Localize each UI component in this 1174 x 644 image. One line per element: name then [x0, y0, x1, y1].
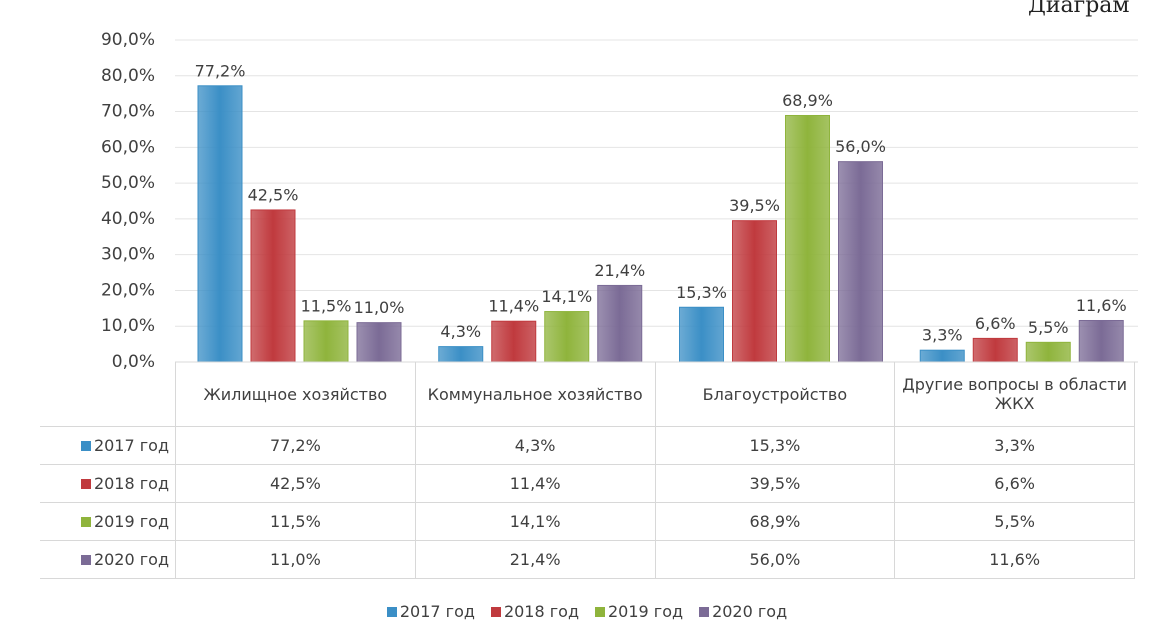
table-value: 56,0%: [654, 540, 896, 579]
bar: [1025, 341, 1071, 363]
category-label: Благоустройство: [654, 362, 896, 427]
bar: [438, 346, 484, 363]
legend-marker: [80, 517, 91, 527]
bar: [972, 337, 1018, 363]
table-legend: 2017 год: [40, 426, 176, 465]
data-label: 6,6%: [975, 314, 1016, 333]
bar: [838, 161, 883, 363]
y-tick-label: 80,0%: [101, 66, 155, 86]
data-label: 56,0%: [835, 137, 886, 156]
y-tick-label: 30,0%: [101, 245, 155, 265]
legend-marker: [595, 607, 605, 617]
category-label: Коммунальное хозяйство: [414, 362, 656, 427]
y-tick-label: 40,0%: [101, 209, 155, 229]
legend-marker: [80, 441, 91, 451]
table-row: 2020 год 11,0% 21,4% 56,0% 11,6%: [40, 540, 1135, 579]
data-label: 11,6%: [1076, 296, 1127, 315]
legend-label: 2019 год: [608, 602, 684, 621]
table-value: 3,3%: [894, 426, 1135, 465]
data-label: 77,2%: [195, 61, 246, 80]
data-label: 14,1%: [541, 287, 592, 306]
bar: [356, 322, 402, 363]
data-label: 3,3%: [922, 326, 963, 345]
legend: 2017 год 2018 год 2019 год 2020 год: [0, 602, 1174, 621]
table-value: 39,5%: [654, 464, 896, 503]
legend-marker: [80, 479, 91, 489]
category-label: Другие вопросы в области ЖКХ: [894, 362, 1135, 427]
data-label: 68,9%: [782, 91, 833, 110]
table-legend: 2018 год: [40, 464, 176, 503]
table-row: 2018 год 42,5% 11,4% 39,5% 6,6%: [40, 464, 1135, 503]
bar: [919, 349, 965, 363]
series-name: 2017 год: [93, 436, 169, 455]
table-value: 11,5%: [175, 502, 416, 541]
table-row: 2019 год 11,5% 14,1% 68,9% 5,5%: [40, 502, 1135, 541]
bar: [491, 320, 537, 363]
data-label: 5,5%: [1028, 318, 1069, 337]
chart-title: Диаграм: [1028, 0, 1130, 18]
data-label: 4,3%: [440, 322, 481, 341]
bar: [597, 284, 643, 363]
legend-item: 2020 год: [699, 602, 787, 621]
legend-item: 2017 год: [386, 602, 475, 621]
data-label: 15,3%: [676, 283, 727, 302]
table-legend: 2020 год: [40, 540, 176, 579]
series-name: 2018 год: [93, 474, 169, 493]
y-tick-label: 60,0%: [101, 137, 155, 157]
y-tick-label: 10,0%: [101, 316, 155, 336]
data-label: 11,0%: [354, 298, 405, 317]
bar: [732, 220, 777, 363]
y-tick-label: 20,0%: [101, 280, 155, 300]
data-label: 11,4%: [488, 297, 539, 316]
table-value: 5,5%: [894, 502, 1135, 541]
bar: [785, 114, 830, 363]
bar: [679, 306, 724, 363]
table-value: 14,1%: [414, 502, 656, 541]
table-value: 68,9%: [654, 502, 896, 541]
table-legend: 2019 год: [40, 502, 176, 541]
table-value: 11,4%: [414, 464, 656, 503]
bar: [303, 320, 349, 363]
table-value: 21,4%: [414, 540, 656, 579]
legend-item: 2019 год: [595, 602, 683, 621]
data-label: 21,4%: [594, 261, 645, 280]
table-value: 42,5%: [175, 464, 416, 503]
data-label: 11,5%: [301, 296, 352, 315]
table-value: 11,6%: [894, 540, 1135, 579]
data-label: 39,5%: [729, 196, 780, 215]
legend-label: 2020 год: [712, 602, 788, 621]
series-name: 2020 год: [93, 550, 169, 569]
y-tick-label: 90,0%: [101, 30, 155, 50]
legend-label: 2017 год: [399, 602, 475, 621]
series-name: 2019 год: [93, 512, 169, 531]
table-value: 6,6%: [894, 464, 1135, 503]
y-tick-label: 70,0%: [101, 102, 155, 122]
table-row: 2017 год 77,2% 4,3% 15,3% 3,3%: [40, 426, 1135, 465]
legend-marker: [699, 607, 710, 617]
bar: [544, 311, 590, 363]
legend-marker: [386, 607, 397, 617]
table-header: Жилищное хозяйство Коммунальное хозяйство…: [40, 362, 1135, 427]
table-value: 11,0%: [175, 540, 416, 579]
category-label: Жилищное хозяйство: [175, 362, 416, 427]
legend-item: 2018 год: [490, 602, 579, 621]
data-table: Жилищное хозяйство Коммунальное хозяйство…: [40, 362, 1135, 579]
table-value: 77,2%: [175, 426, 416, 465]
legend-marker: [80, 555, 91, 565]
table-value: 4,3%: [414, 426, 656, 465]
bar: [1078, 319, 1124, 363]
bar: [250, 209, 296, 363]
table-value: 15,3%: [654, 426, 896, 465]
data-label: 42,5%: [248, 185, 299, 204]
legend-label: 2018 год: [503, 602, 579, 621]
legend-marker: [490, 607, 501, 617]
y-tick-label: 50,0%: [101, 173, 155, 193]
y-tick-label: 0,0%: [112, 352, 155, 372]
table-corner: [40, 362, 176, 427]
bar: [197, 85, 243, 363]
